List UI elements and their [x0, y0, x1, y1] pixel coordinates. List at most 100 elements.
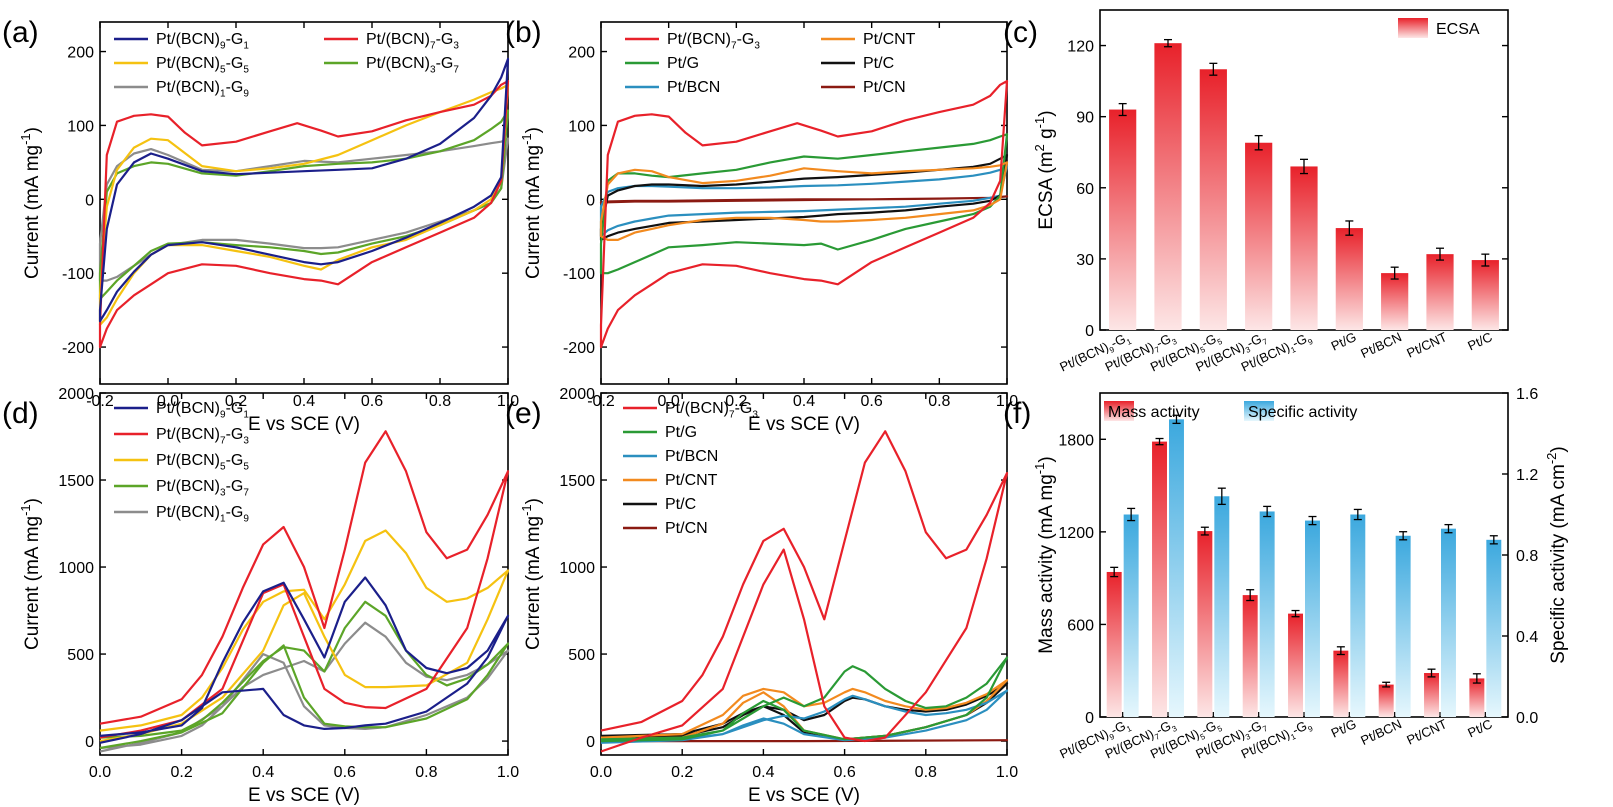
x-tick-label: 0.0: [89, 764, 111, 781]
legend-label: Pt/CN: [665, 520, 708, 537]
bar: [1335, 228, 1363, 330]
label-text: Pt/(BCN): [665, 400, 729, 417]
label-subscript: 9: [243, 88, 249, 99]
label-subscript: 1: [220, 513, 226, 524]
axis-title-text: ): [22, 498, 43, 504]
x-tick-label: 0.4: [252, 764, 274, 781]
y-tick-label: 1000: [58, 560, 94, 577]
y-axis-title: Current (mA mg-1): [519, 498, 544, 650]
bar: [1290, 166, 1318, 330]
legend: Pt/(BCN)7-G3 Pt/CNT Pt/G Pt/C Pt/BCN Pt/CN: [625, 31, 916, 96]
label-text: Pt/(BCN): [1057, 726, 1110, 762]
series-lines: [98, 57, 510, 349]
x-tick-label: 0.2: [671, 764, 693, 781]
legend-label: Pt/BCN: [667, 79, 720, 96]
label-text: -G: [226, 426, 244, 443]
plot-frame: [99, 21, 509, 385]
label-text: Pt/(BCN): [1057, 339, 1110, 375]
label-text: -G: [226, 55, 244, 72]
label-subscript: 1: [243, 40, 249, 51]
label-subscript: 7: [1153, 345, 1161, 355]
label-text: -G: [1154, 331, 1173, 351]
x-tick-label: 1.0: [497, 764, 519, 781]
x-axis-title: E vs SCE (V): [748, 785, 860, 806]
axis-title-text: ECSA (m: [1036, 151, 1057, 229]
y-tick-label: -100: [62, 266, 94, 283]
y-tick-label: 200: [67, 45, 94, 62]
label-subscript: 3: [1171, 337, 1179, 347]
legend-label: Mass activity: [1108, 404, 1200, 421]
y2-axis-title: Specific activity (mA cm-2): [1544, 446, 1569, 663]
panel-label: (f): [1003, 397, 1031, 430]
bar: [1424, 673, 1439, 717]
y-tick-label: 600: [1067, 617, 1094, 634]
axis-title-text: ): [1036, 456, 1057, 462]
label-subscript: 1: [243, 409, 249, 420]
bar: [1350, 514, 1366, 717]
axis-title-text: Specific activity (mA cm: [1548, 464, 1569, 664]
x-tick-label: 0.8: [415, 764, 437, 781]
axis-title-text: ): [22, 127, 43, 133]
y-tick-label: 200: [568, 45, 595, 62]
label-text: -G: [436, 31, 454, 48]
bar: [1381, 273, 1409, 330]
label-subscript: 5: [1199, 732, 1207, 742]
y-tick-label: 30: [1076, 252, 1094, 269]
y-tick-label: 1000: [559, 560, 595, 577]
bar: [1199, 69, 1227, 330]
label-text: Pt/BCN: [667, 79, 720, 96]
series-line-pt-cn: [601, 739, 1009, 743]
x-tick-label: 0.2: [725, 393, 747, 410]
legend-label: ECSA: [1436, 21, 1480, 38]
label-subscript: 5: [243, 64, 249, 75]
x-tick-label: 0.6: [833, 764, 855, 781]
y-tick-label: 60: [1076, 181, 1094, 198]
plot-frame: [600, 392, 1008, 756]
label-subscript: 3: [1244, 732, 1252, 742]
label-text: Pt/CNT: [1404, 716, 1449, 748]
label-text: Pt/(BCN): [366, 55, 430, 72]
x-tick-label: 0.6: [361, 393, 383, 410]
series-line-pt-bcn-7-g3: [98, 80, 510, 349]
label-subscript: 7: [243, 487, 249, 498]
y-tick-label: -200: [563, 340, 595, 357]
label-text: Pt/(BCN): [156, 452, 220, 469]
label-text: Pt/(BCN): [156, 79, 220, 96]
label-text: Pt/C: [1465, 716, 1494, 740]
bar: [1197, 531, 1213, 717]
y-tick-label: 1800: [1058, 432, 1094, 449]
bar: [1426, 254, 1454, 330]
axis-title-text: Current (mA mg: [523, 516, 544, 650]
label-subscript: 5: [1216, 724, 1224, 734]
axis-title-superscript: -1: [519, 133, 534, 145]
axis-title-superscript: -1: [1032, 463, 1047, 475]
legend-label: Pt/CNT: [863, 31, 916, 48]
axis-title-superscript: -1: [18, 133, 33, 145]
legend: ECSA: [1398, 18, 1480, 38]
label-subscript: 3: [1244, 345, 1252, 355]
legend-label: Specific activity: [1248, 404, 1357, 421]
axis-title-superscript: -1: [519, 504, 534, 516]
x-category-label: Pt/BCN: [1358, 329, 1404, 361]
x-axis-title: E vs SCE (V): [248, 414, 360, 435]
label-subscript: 3: [754, 40, 760, 51]
y-tick-label: 1200: [1058, 525, 1094, 542]
bar: [1152, 441, 1167, 717]
bar: [1288, 613, 1303, 717]
series-line-pt-bcn-9-g1: [98, 57, 510, 323]
label-text: -G: [1108, 331, 1127, 351]
series-line-pt-bcn-1-g9: [99, 621, 510, 753]
label-subscript: 5: [220, 64, 226, 75]
axis-title-text: Mass activity (mA mg: [1036, 474, 1057, 653]
y-axis-title: Current (mA mg-1): [18, 498, 43, 650]
axis-title-text: ): [523, 498, 544, 504]
label-subscript: 1: [220, 88, 226, 99]
label-subscript: 9: [1307, 724, 1315, 734]
legend-label: Pt/(BCN)5-G5: [156, 452, 249, 472]
axis-title-text: ): [1548, 446, 1569, 452]
label-subscript: 7: [1153, 732, 1161, 742]
label-text: -G: [226, 452, 244, 469]
label-subscript: 1: [1289, 732, 1297, 742]
